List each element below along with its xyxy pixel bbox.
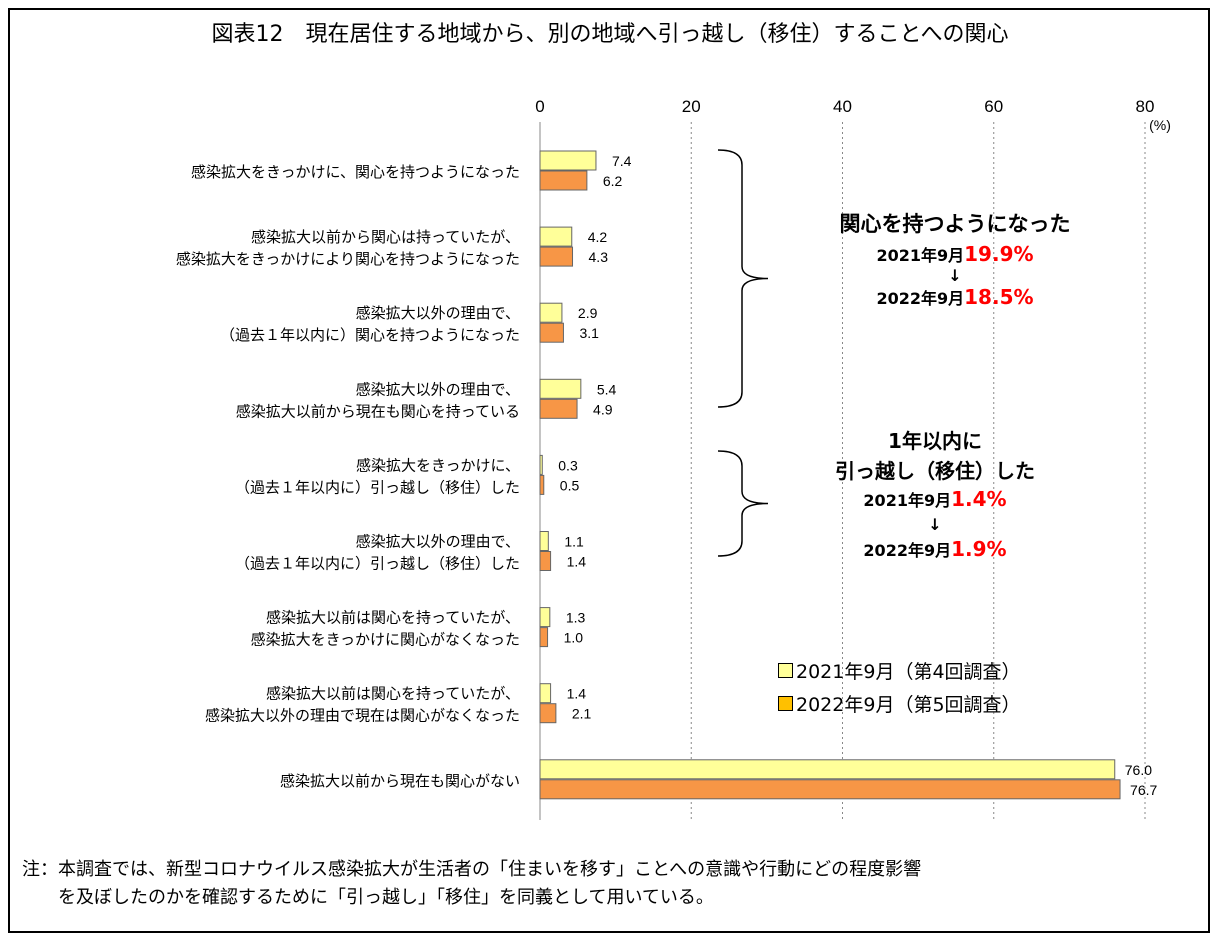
data-label: 76.7: [1130, 782, 1157, 798]
annotation-label: 2021年9月: [876, 246, 965, 265]
bar: [539, 302, 563, 323]
data-label: 1.0: [564, 630, 584, 646]
category-label: 感染拡大以前から現在も関心を持っている: [236, 402, 520, 420]
data-label: 2.9: [578, 305, 598, 321]
x-tick-label: 0: [535, 97, 544, 116]
annotation-heading: 関心を持つようになった: [839, 212, 1071, 236]
footnote-line: を及ぼしたのかを確認するために「引っ越し」「移住」を同義として用いている。: [22, 887, 714, 908]
data-label: 0.3: [558, 457, 578, 473]
bar: [539, 607, 551, 628]
category-label: 感染拡大をきっかけに関心がなくなった: [251, 631, 520, 649]
annotation-value: 18.5%: [964, 285, 1034, 309]
x-tick-label: 60: [984, 97, 1003, 116]
annotation-moved: 1年以内に 引っ越し（移住）した 2021年9月1.4% ↓ 2022年9月1.…: [770, 426, 1100, 564]
annotation-value: 1.9%: [951, 537, 1007, 561]
data-label: 5.4: [597, 381, 617, 397]
bar: [539, 551, 552, 571]
legend-item-2021: 2021年9月（第4回調査）: [778, 657, 1021, 684]
footnote-line: 注：本調査では、新型コロナウイルス感染拡大が生活者の「住まいを移す」ことへの意識…: [22, 859, 922, 880]
category-label: 感染拡大をきっかけにより関心を持つようになった: [176, 250, 520, 268]
category-label: 感染拡大以外の理由で、: [356, 304, 520, 322]
footnote: 注：本調査では、新型コロナウイルス感染拡大が生活者の「住まいを移す」ことへの意識…: [22, 856, 1212, 912]
legend-swatch: [778, 663, 793, 678]
bar: [539, 150, 597, 171]
unit-label: (%): [1149, 117, 1171, 133]
brace-interest: [717, 149, 769, 408]
bar: [539, 474, 545, 495]
data-label: 4.3: [589, 249, 609, 265]
data-label: 2.1: [572, 706, 592, 722]
bar: [539, 378, 582, 399]
data-label: 1.3: [566, 610, 586, 626]
data-label: 0.5: [560, 477, 580, 493]
x-tick-label: 40: [833, 97, 852, 116]
category-label: 感染拡大をきっかけに、関心を持つようになった: [191, 163, 520, 181]
arrow-down-icon: ↓: [928, 515, 942, 534]
category-label: 感染拡大以外の理由で現在は関心がなくなった: [205, 707, 520, 725]
bar: [539, 627, 549, 648]
annotation-interest: 関心を持つようになった 2021年9月19.9% ↓ 2022年9月18.5%: [790, 208, 1120, 309]
data-label: 3.1: [579, 325, 599, 341]
bar: [539, 246, 574, 267]
category-label: 感染拡大をきっかけに、: [356, 456, 520, 474]
data-label: 4.2: [588, 229, 608, 245]
bar: [539, 683, 552, 704]
annotation-label: 2022年9月: [876, 289, 965, 308]
legend-label: 2022年9月（第5回調査）: [796, 694, 1021, 716]
bar: [539, 322, 564, 343]
category-label: 感染拡大以外の理由で、: [356, 533, 520, 551]
bar: [539, 398, 578, 419]
bar: [539, 454, 543, 475]
annotation-heading: 引っ越し（移住）した: [835, 459, 1035, 483]
data-label: 4.9: [593, 401, 613, 417]
category-label: 感染拡大以前は関心を持っていたが、: [266, 609, 520, 627]
bar: [539, 531, 549, 551]
legend-label: 2021年9月（第4回調査）: [796, 661, 1021, 683]
data-label: 1.1: [564, 534, 584, 550]
category-label: （過去１年以内に）引っ越し（移住）した: [235, 555, 520, 573]
chart-title: 図表12 現在居住する地域から、別の地域へ引っ越し（移住）することへの関心: [211, 22, 1009, 47]
category-label: 感染拡大以外の理由で、: [356, 380, 520, 398]
bar: [539, 170, 588, 191]
annotation-label: 2022年9月: [863, 541, 952, 560]
brace-moved: [717, 450, 769, 557]
category-label: 感染拡大以前は関心を持っていたが、: [266, 685, 520, 703]
bar: [539, 779, 1121, 800]
bar: [539, 226, 573, 247]
bar: [539, 703, 557, 724]
data-label: 1.4: [567, 554, 587, 570]
x-tick-label: 80: [1136, 97, 1155, 116]
annotation-heading: 1年以内に: [888, 429, 982, 453]
legend-item-2022: 2022年9月（第5回調査）: [778, 690, 1021, 717]
legend-swatch: [778, 696, 793, 711]
category-label: （過去１年以内に）引っ越し（移住）した: [235, 478, 520, 496]
data-label: 6.2: [603, 173, 623, 189]
data-label: 7.4: [612, 153, 632, 169]
annotation-value: 1.4%: [951, 487, 1007, 511]
category-label: 感染拡大以前から関心は持っていたが、: [251, 228, 520, 246]
data-label: 1.4: [567, 686, 587, 702]
bar: [539, 759, 1116, 780]
category-label: 感染拡大以前から現在も関心がない: [280, 772, 520, 790]
data-label: 76.0: [1125, 762, 1152, 778]
arrow-down-icon: ↓: [948, 266, 962, 285]
x-tick-label: 20: [682, 97, 701, 116]
annotation-value: 19.9%: [964, 242, 1034, 266]
category-label: （過去１年以内に）関心を持つようになった: [220, 326, 520, 344]
annotation-label: 2021年9月: [863, 491, 952, 510]
chart-frame: [8, 8, 1210, 933]
